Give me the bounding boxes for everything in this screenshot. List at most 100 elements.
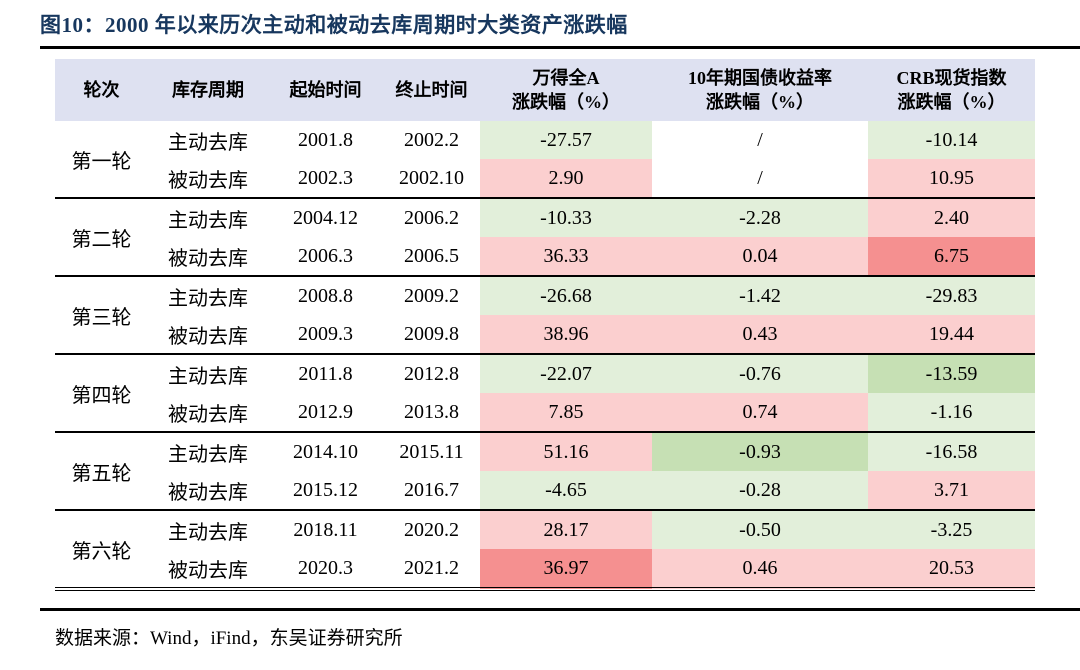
table-row: 被动去库 2006.3 2006.5 36.33 0.04 6.75 <box>55 237 1035 276</box>
wind-a-cell: 36.97 <box>480 549 652 591</box>
bond-cell: 0.74 <box>652 393 868 432</box>
bond-cell: -0.76 <box>652 353 868 393</box>
crb-cell: -13.59 <box>868 353 1035 393</box>
cycle-cell: 被动去库 <box>148 549 268 591</box>
start-cell: 2009.3 <box>298 322 353 345</box>
end-cell: 2009.2 <box>383 275 480 315</box>
cycle-cell: 主动去库 <box>148 197 268 237</box>
cycle-cell: 被动去库 <box>168 169 248 192</box>
start-cell: 2020.3 <box>268 549 383 591</box>
start-cell: 2014.10 <box>268 431 383 471</box>
wind-a-cell: 51.16 <box>480 431 652 471</box>
round-label: 第一轮 <box>71 150 132 173</box>
col-header-cycle: 库存周期 <box>148 59 268 121</box>
col-header-bond-line1: 10年期国债收益率 <box>688 67 832 88</box>
bond-cell: / <box>652 121 868 159</box>
bond-cell: -2.28 <box>652 197 868 237</box>
cycle-cell: 被动去库 <box>168 325 248 348</box>
col-header-round: 轮次 <box>55 59 148 121</box>
start-cell: 2002.3 <box>298 166 353 189</box>
table-row: 第四轮 主动去库 2011.8 2012.8 -22.07 -0.76 -13.… <box>55 353 1035 432</box>
wind-a-cell: 36.33 <box>480 237 652 276</box>
table-row: 被动去库 2015.12 2016.7 -4.65 -0.28 3.71 <box>55 471 1035 510</box>
end-cell: 2006.2 <box>383 197 480 237</box>
wind-a-cell: -26.68 <box>480 275 652 315</box>
end-cell: 2021.2 <box>383 549 480 591</box>
footer-divider <box>40 608 1080 611</box>
end-cell: 2020.2 <box>383 509 480 549</box>
bond-cell: / <box>652 159 868 198</box>
table-row: 被动去库 2012.9 2013.8 7.85 0.74 -1.16 <box>55 393 1035 432</box>
end-cell: 2016.7 <box>404 478 459 501</box>
crb-cell: -1.16 <box>868 393 1035 432</box>
table-row: 第一轮 主动去库 2001.8 2002.2 -27.57 / -10.14 <box>55 121 1035 173</box>
start-cell: 2004.12 <box>268 197 383 237</box>
data-source-note: 数据来源：Wind，iFind，东吴证券研究所 <box>55 628 403 649</box>
start-cell: 2008.8 <box>268 275 383 315</box>
asset-returns-table: 轮次 库存周期 起始时间 终止时间 万得全A 涨跌幅（%） 10年期国债收益率 … <box>55 59 1035 591</box>
cycle-cell: 主动去库 <box>148 275 268 315</box>
round-label: 第四轮 <box>55 353 148 432</box>
cycle-cell: 主动去库 <box>148 509 268 549</box>
wind-a-cell: 38.96 <box>480 315 652 354</box>
col-header-bond-line2: 涨跌幅（%） <box>706 92 814 112</box>
bond-cell: 0.04 <box>652 237 868 276</box>
title-divider <box>40 46 1080 49</box>
table-row: 被动去库 2009.3 2009.8 38.96 0.43 19.44 <box>55 315 1035 354</box>
start-cell: 2018.11 <box>268 509 383 549</box>
bond-cell: 0.43 <box>652 315 868 354</box>
cycle-cell: 主动去库 <box>168 131 248 154</box>
bond-cell: -0.93 <box>652 431 868 471</box>
crb-cell: -3.25 <box>868 509 1035 549</box>
col-header-end: 终止时间 <box>383 59 480 121</box>
start-cell: 2011.8 <box>268 353 383 393</box>
bond-cell: -1.42 <box>652 275 868 315</box>
wind-a-cell: -27.57 <box>480 121 652 159</box>
figure-title: 图10：2000 年以来历次主动和被动去库周期时大类资产涨跌幅 <box>40 13 628 37</box>
table-row: 被动去库 2020.3 2021.2 36.97 0.46 20.53 <box>55 549 1035 591</box>
end-cell: 2009.8 <box>404 322 459 345</box>
crb-cell: 6.75 <box>868 237 1035 276</box>
wind-a-cell: -10.33 <box>480 197 652 237</box>
crb-cell: 20.53 <box>868 549 1035 591</box>
table-row: 被动去库 2002.3 2002.10 2.90 / 10.95 <box>55 159 1035 198</box>
crb-cell: -10.14 <box>868 121 1035 159</box>
start-cell: 2012.9 <box>298 400 353 423</box>
crb-cell: 19.44 <box>868 315 1035 354</box>
wind-a-cell: 7.85 <box>480 393 652 432</box>
cycle-cell: 被动去库 <box>168 247 248 270</box>
col-header-crb-line2: 涨跌幅（%） <box>897 92 1006 112</box>
end-cell: 2013.8 <box>404 400 459 423</box>
cycle-cell: 被动去库 <box>168 403 248 426</box>
col-header-wind-a-line2: 涨跌幅（%） <box>512 92 620 112</box>
cycle-cell: 主动去库 <box>148 431 268 471</box>
bond-cell: 0.46 <box>652 549 868 591</box>
wind-a-cell: 2.90 <box>480 159 652 198</box>
round-label: 第二轮 <box>55 197 148 276</box>
col-header-wind-a: 万得全A 涨跌幅（%） <box>480 59 652 121</box>
bond-cell: -0.28 <box>652 471 868 510</box>
col-header-wind-a-line1: 万得全A <box>532 67 600 88</box>
col-header-crb-line1: CRB现货指数 <box>896 67 1007 88</box>
crb-cell: -29.83 <box>868 275 1035 315</box>
start-cell: 2001.8 <box>298 128 353 151</box>
end-cell: 2006.5 <box>404 244 459 267</box>
wind-a-cell: -22.07 <box>480 353 652 393</box>
start-cell: 2015.12 <box>293 478 358 501</box>
end-cell: 2002.10 <box>399 166 464 189</box>
crb-cell: 3.71 <box>868 471 1035 510</box>
crb-cell: 10.95 <box>868 159 1035 198</box>
table-row: 第二轮 主动去库 2004.12 2006.2 -10.33 -2.28 2.4… <box>55 197 1035 276</box>
table-row: 第五轮 主动去库 2014.10 2015.11 51.16 -0.93 -16… <box>55 431 1035 510</box>
cycle-cell: 被动去库 <box>168 481 248 504</box>
cycle-cell: 主动去库 <box>148 353 268 393</box>
col-header-start: 起始时间 <box>268 59 383 121</box>
col-header-bond: 10年期国债收益率 涨跌幅（%） <box>652 59 868 121</box>
round-label: 第五轮 <box>55 431 148 510</box>
table-row: 第三轮 主动去库 2008.8 2009.2 -26.68 -1.42 -29.… <box>55 275 1035 354</box>
wind-a-cell: 28.17 <box>480 509 652 549</box>
header-row: 轮次 库存周期 起始时间 终止时间 万得全A 涨跌幅（%） 10年期国债收益率 … <box>55 59 1035 121</box>
round-label: 第六轮 <box>55 509 148 591</box>
crb-cell: -16.58 <box>868 431 1035 471</box>
col-header-crb: CRB现货指数 涨跌幅（%） <box>868 59 1035 121</box>
